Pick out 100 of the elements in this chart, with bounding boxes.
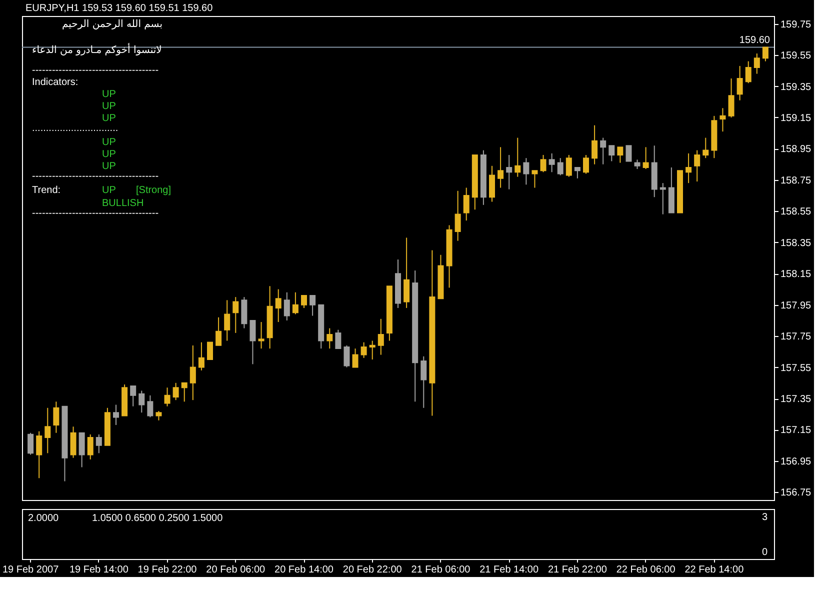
candlestick	[87, 434, 94, 460]
candlestick	[514, 137, 521, 178]
candlestick	[617, 146, 624, 164]
text: 0	[762, 547, 768, 558]
x-tick-label: 22 Feb 06:00	[616, 564, 676, 576]
candlestick	[694, 150, 700, 182]
candlestick	[138, 390, 145, 414]
y-tick-label: 159.75	[780, 19, 812, 30]
candlestick	[754, 52, 760, 74]
annotation: UP	[102, 137, 116, 148]
annotation: Trend:	[32, 185, 61, 196]
x-tick-label: 20 Feb 06:00	[206, 564, 266, 576]
candlestick	[463, 187, 470, 222]
candlestick	[745, 60, 752, 84]
candlestick	[301, 294, 307, 308]
candlestick	[292, 292, 298, 315]
text: 2.0000	[28, 513, 60, 524]
annotation: UP	[102, 161, 116, 172]
x-tick-label: 21 Feb 22:00	[548, 564, 608, 576]
candlestick	[420, 356, 427, 408]
x-tick-label: 21 Feb 06:00	[411, 564, 471, 576]
candlestick	[532, 170, 538, 188]
y-tick-label: 157.55	[780, 362, 812, 374]
candlestick	[634, 159, 640, 170]
candlestick	[506, 154, 512, 190]
candlestick	[36, 430, 42, 479]
y-tick-label: 159.55	[780, 50, 812, 62]
y-tick-label: 159.15	[780, 112, 812, 124]
candlestick	[241, 296, 248, 329]
annotation: [Strong]	[136, 185, 172, 196]
y-tick-label: 158.15	[780, 269, 812, 280]
annotation: Indicators:	[32, 77, 78, 88]
annotation: UP	[102, 101, 116, 112]
candlestick	[720, 108, 726, 132]
candlestick	[44, 407, 51, 454]
candlestick	[660, 182, 666, 215]
candlestick	[762, 46, 768, 62]
candlestick	[378, 318, 384, 356]
y-tick-label: 157.95	[780, 300, 812, 312]
candlestick	[344, 344, 350, 368]
annotation: --------------------------------------	[32, 208, 159, 219]
candlestick	[369, 340, 376, 360]
candlestick	[540, 154, 546, 173]
annotation: UP	[102, 113, 116, 124]
candlestick	[207, 342, 213, 360]
candlestick	[198, 342, 204, 371]
chart-title: EURJPY,H1 159.53 159.60 159.51 159.60	[26, 3, 214, 14]
candlestick	[404, 237, 410, 308]
candlestick	[96, 434, 102, 454]
x-tick-label: 19 Feb 2007	[2, 564, 60, 576]
candlestick	[310, 294, 316, 316]
candlestick	[216, 316, 222, 346]
y-tick-label: 156.75	[780, 488, 812, 499]
candlestick	[190, 344, 196, 401]
y-tick-label: 158.75	[780, 175, 812, 186]
candlestick	[566, 154, 572, 178]
y-tick-label: 158.35	[780, 238, 812, 249]
candlestick	[28, 432, 34, 456]
y-tick-label: 158.95	[780, 144, 812, 156]
candlestick	[498, 146, 504, 188]
candlestick	[608, 145, 615, 162]
y-tick-label: 157.15	[780, 425, 812, 436]
candlestick	[172, 382, 179, 401]
candlestick	[548, 152, 555, 173]
candlestick	[164, 387, 170, 407]
candlestick	[600, 137, 606, 165]
candlestick	[642, 146, 649, 170]
text: 1.0500 0.6500 0.2500 1.5000	[92, 513, 224, 524]
candlestick	[232, 296, 239, 334]
candlestick	[523, 158, 530, 186]
candlestick	[181, 382, 188, 402]
candlestick	[360, 342, 367, 358]
candlestick	[352, 348, 358, 368]
candlestick	[583, 154, 589, 174]
candlestick	[70, 426, 76, 458]
candlestick	[224, 300, 230, 342]
candlestick	[284, 292, 290, 321]
candlestick	[574, 166, 580, 179]
y-tick-label: 158.55	[780, 206, 812, 218]
candlestick	[728, 78, 734, 118]
annotation: UP	[102, 89, 116, 100]
y-tick-label: 157.75	[780, 332, 812, 343]
annotation: بسم الله الرحمن الرحيم	[62, 19, 163, 30]
candlestick	[489, 165, 495, 202]
x-tick-label: 19 Feb 22:00	[138, 564, 198, 576]
x-tick-label: 22 Feb 14:00	[684, 564, 744, 576]
candlestick	[686, 152, 692, 184]
candlestick	[156, 410, 162, 421]
candlestick	[147, 394, 154, 418]
y-tick-label: 157.35	[780, 394, 812, 406]
candlestick	[702, 137, 709, 159]
candlestick	[326, 328, 333, 350]
x-tick-label: 21 Feb 14:00	[480, 564, 539, 576]
annotation: --------------------------------------	[32, 171, 159, 182]
candlestick	[275, 288, 282, 323]
candlestick	[736, 65, 743, 101]
y-tick-label: 156.95	[780, 456, 812, 468]
y-tick-label: 159.35	[780, 82, 812, 93]
x-tick-label: 20 Feb 22:00	[342, 564, 402, 576]
candlestick	[626, 145, 632, 162]
